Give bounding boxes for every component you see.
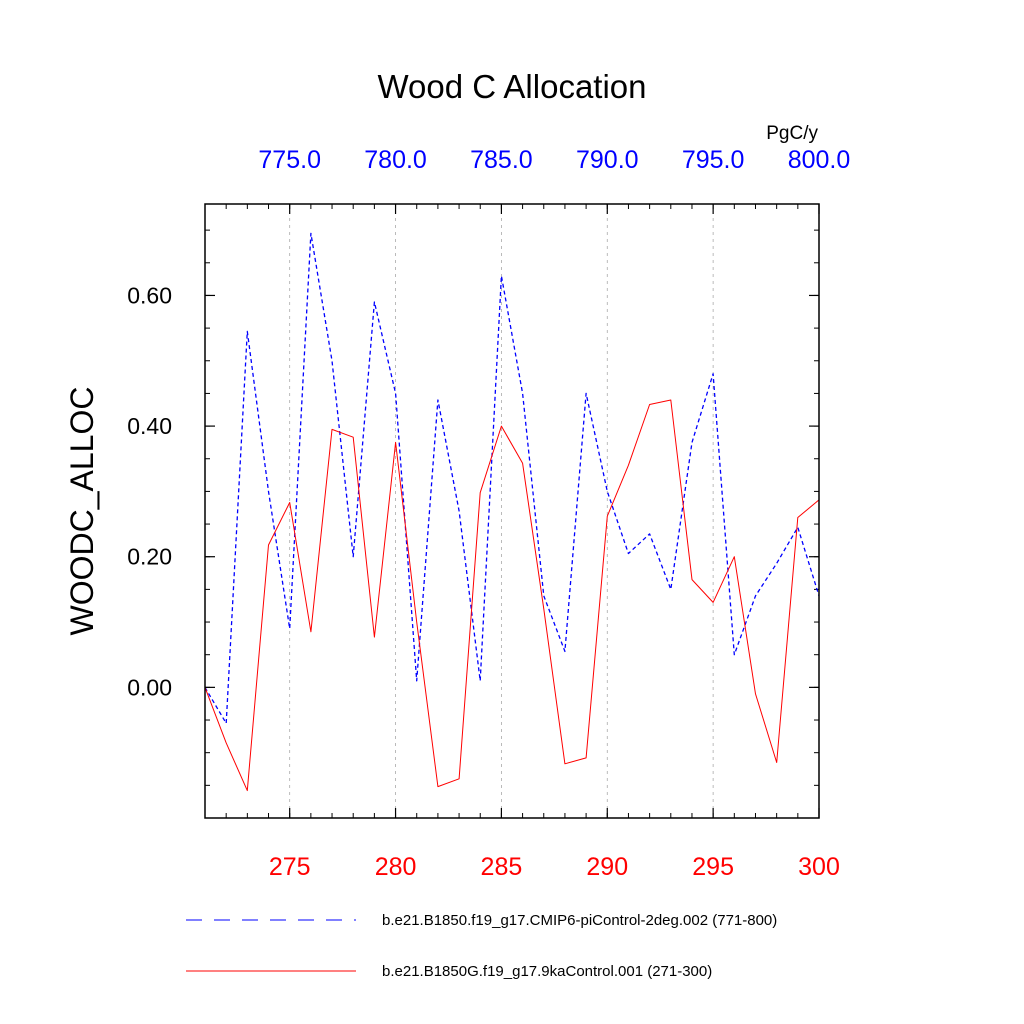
plot-frame xyxy=(204,203,820,819)
series-line-1 xyxy=(204,399,820,792)
y-tick-label: 0.60 xyxy=(127,282,172,308)
y-tick-label: 0.00 xyxy=(127,674,172,700)
x-tick-label-bottom: 280 xyxy=(375,853,417,881)
x-tick-label-bottom: 300 xyxy=(798,853,840,881)
legend: b.e21.B1850.f19_g17.CMIP6-piControl-2deg… xyxy=(186,912,777,980)
x-tick-label-bottom: 290 xyxy=(586,853,628,881)
x-tick-label-top: 785.0 xyxy=(470,146,533,174)
grid-lines xyxy=(289,204,714,818)
y-tick-label: 0.40 xyxy=(127,413,172,439)
x-tick-label-bottom: 285 xyxy=(481,853,523,881)
legend-label-0: b.e21.B1850.f19_g17.CMIP6-piControl-2deg… xyxy=(382,912,777,929)
minor-ticks xyxy=(204,204,820,819)
x-tick-label-top: 775.0 xyxy=(258,146,321,174)
x-tick-label-bottom: 295 xyxy=(692,853,734,881)
major-ticks xyxy=(205,204,820,818)
y-tick-label: 0.20 xyxy=(127,544,172,570)
units-label: PgC/y xyxy=(766,123,818,144)
x-tick-label-top: 790.0 xyxy=(576,146,639,174)
x-tick-label-top: 795.0 xyxy=(682,146,745,174)
series-layer xyxy=(204,232,820,792)
legend-label-1: b.e21.B1850G.f19_g17.9kaControl.001 (271… xyxy=(382,963,712,980)
y-axis-label: WOODC_ALLOC xyxy=(64,387,100,636)
chart-title: Wood C Allocation xyxy=(377,68,646,105)
x-tick-label-top: 780.0 xyxy=(364,146,427,174)
x-tick-label-bottom: 275 xyxy=(269,853,311,881)
series-line-0 xyxy=(204,232,820,724)
x-tick-label-top: 800.0 xyxy=(788,146,851,174)
tick-labels: 275 280 285 290 295 300 775.0 780.0 785.0 790.0 79… xyxy=(127,146,850,881)
